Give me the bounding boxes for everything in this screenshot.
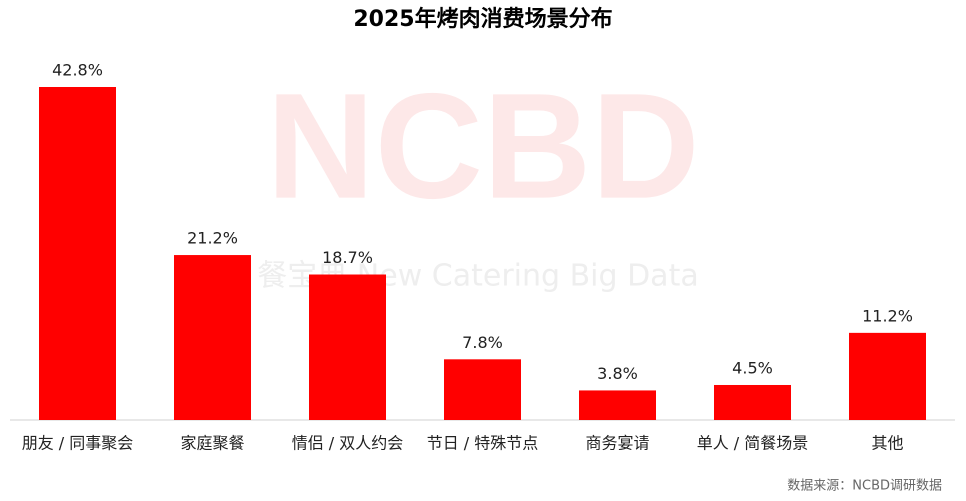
bar bbox=[714, 384, 791, 420]
value-label: 4.5% bbox=[732, 358, 773, 377]
bar bbox=[309, 274, 386, 420]
x-tick-label: 单人 / 简餐场景 bbox=[697, 434, 809, 453]
watermark-logo: NCBD bbox=[266, 62, 699, 230]
bar bbox=[444, 359, 521, 420]
value-label: 18.7% bbox=[322, 248, 373, 267]
value-label: 42.8% bbox=[52, 61, 103, 80]
value-label: 7.8% bbox=[462, 333, 503, 352]
bar bbox=[174, 255, 251, 420]
value-label: 11.2% bbox=[862, 306, 913, 325]
value-label: 3.8% bbox=[597, 364, 638, 383]
x-tick-label: 朋友 / 同事聚会 bbox=[22, 434, 134, 453]
x-tick-label: 其他 bbox=[871, 434, 903, 453]
source-note: 数据来源：NCBD调研数据 bbox=[787, 479, 942, 494]
bar bbox=[579, 390, 656, 420]
bar bbox=[39, 87, 116, 420]
x-tick-label: 商务宴请 bbox=[585, 434, 649, 453]
x-tick-label: 情侣 / 双人约会 bbox=[292, 434, 404, 453]
x-tick-label: 节日 / 特殊节点 bbox=[427, 434, 539, 453]
chart-title: 2025年烤肉消费场景分布 bbox=[353, 6, 612, 32]
bar bbox=[849, 332, 926, 420]
value-label: 21.2% bbox=[187, 229, 238, 248]
x-tick-label: 家庭聚餐 bbox=[180, 434, 244, 453]
